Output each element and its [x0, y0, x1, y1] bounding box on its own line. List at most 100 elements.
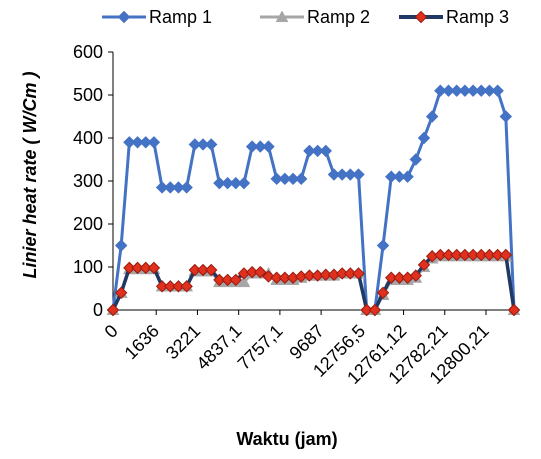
y-tick-label: 400 — [73, 128, 103, 148]
y-tick-label: 0 — [93, 300, 103, 320]
x-axis-title: Waktu (jam) — [236, 429, 337, 449]
data-point — [352, 168, 365, 181]
data-point — [221, 176, 234, 190]
data-point — [155, 280, 169, 293]
legend-item: Ramp 2 — [260, 7, 370, 27]
data-point — [172, 181, 185, 194]
legend-marker — [117, 10, 131, 24]
data-point — [491, 84, 504, 97]
data-point — [319, 268, 332, 281]
legend-item: Ramp 3 — [399, 7, 509, 27]
data-point — [483, 248, 496, 262]
data-point — [499, 110, 513, 123]
data-point — [123, 261, 136, 275]
y-tick-label: 100 — [73, 257, 103, 277]
data-point — [123, 136, 136, 149]
legend: Ramp 1 Ramp 2 Ramp 3 — [102, 7, 509, 27]
data-point — [450, 84, 463, 97]
data-point — [491, 248, 504, 262]
data-point — [237, 275, 251, 288]
data-point — [458, 248, 472, 262]
data-point — [262, 270, 275, 283]
data-point — [147, 136, 161, 149]
data-point — [229, 176, 242, 190]
data-point — [458, 84, 472, 97]
data-point — [245, 140, 259, 153]
x-tick-label: 7757,1 — [234, 321, 287, 374]
data-point — [483, 84, 496, 97]
data-point — [213, 176, 226, 190]
x-tick-label: 4837,1 — [192, 321, 245, 374]
data-point — [434, 248, 447, 262]
data-point — [385, 271, 398, 284]
data-point — [295, 172, 308, 186]
data-point — [417, 258, 431, 272]
data-point — [164, 280, 177, 293]
data-point — [204, 263, 218, 277]
y-tick-label: 500 — [73, 85, 103, 105]
y-axis-title: Linier heat rate ( W/Cm ) — [20, 71, 40, 278]
data-point — [335, 267, 349, 280]
data-point — [106, 303, 120, 317]
data-point — [319, 144, 332, 158]
legend-label: Ramp 1 — [149, 7, 212, 27]
data-point — [131, 261, 144, 275]
data-point — [475, 248, 488, 262]
data-point — [254, 140, 267, 153]
data-point — [409, 269, 423, 282]
data-point — [155, 181, 169, 194]
data-point — [270, 172, 283, 186]
data-point — [131, 136, 144, 149]
data-point — [213, 273, 226, 287]
data-point — [278, 172, 292, 186]
data-point — [311, 144, 324, 158]
data-point — [147, 261, 161, 275]
data-point — [286, 172, 300, 186]
data-point — [475, 84, 488, 97]
series-1 — [106, 84, 521, 317]
data-point — [114, 239, 128, 252]
data-point — [401, 170, 414, 183]
data-point — [466, 84, 480, 97]
data-point — [442, 84, 455, 97]
data-point — [417, 131, 431, 145]
data-point — [360, 303, 373, 317]
data-point — [245, 265, 259, 279]
x-tick-label: 0 — [101, 321, 122, 342]
data-point — [139, 136, 152, 149]
data-point — [327, 168, 341, 181]
data-point — [344, 168, 357, 181]
data-point — [172, 280, 185, 293]
data-point — [376, 286, 390, 300]
data-point — [409, 153, 423, 166]
data-point — [442, 248, 455, 262]
data-point — [237, 176, 251, 190]
data-point — [344, 267, 357, 280]
data-point — [499, 248, 513, 262]
data-point — [450, 248, 463, 262]
data-point — [188, 138, 202, 151]
data-point — [180, 280, 193, 293]
plot-area — [106, 84, 521, 317]
data-point — [204, 138, 218, 151]
legend-item: Ramp 1 — [102, 7, 212, 27]
data-point — [114, 286, 128, 300]
data-point — [425, 110, 439, 123]
data-point — [278, 271, 292, 284]
data-point — [507, 303, 521, 317]
data-point — [385, 170, 398, 183]
data-point — [434, 84, 447, 97]
data-point — [376, 239, 390, 252]
data-point — [254, 265, 267, 279]
data-point — [393, 271, 406, 284]
data-point — [180, 181, 193, 194]
series-line — [111, 253, 516, 312]
data-point — [196, 138, 210, 151]
legend-marker — [414, 10, 428, 24]
data-point — [466, 248, 480, 262]
data-point — [164, 181, 177, 194]
y-tick-label: 600 — [73, 42, 103, 62]
data-point — [335, 168, 349, 181]
x-tick-label: 1636 — [121, 321, 163, 363]
